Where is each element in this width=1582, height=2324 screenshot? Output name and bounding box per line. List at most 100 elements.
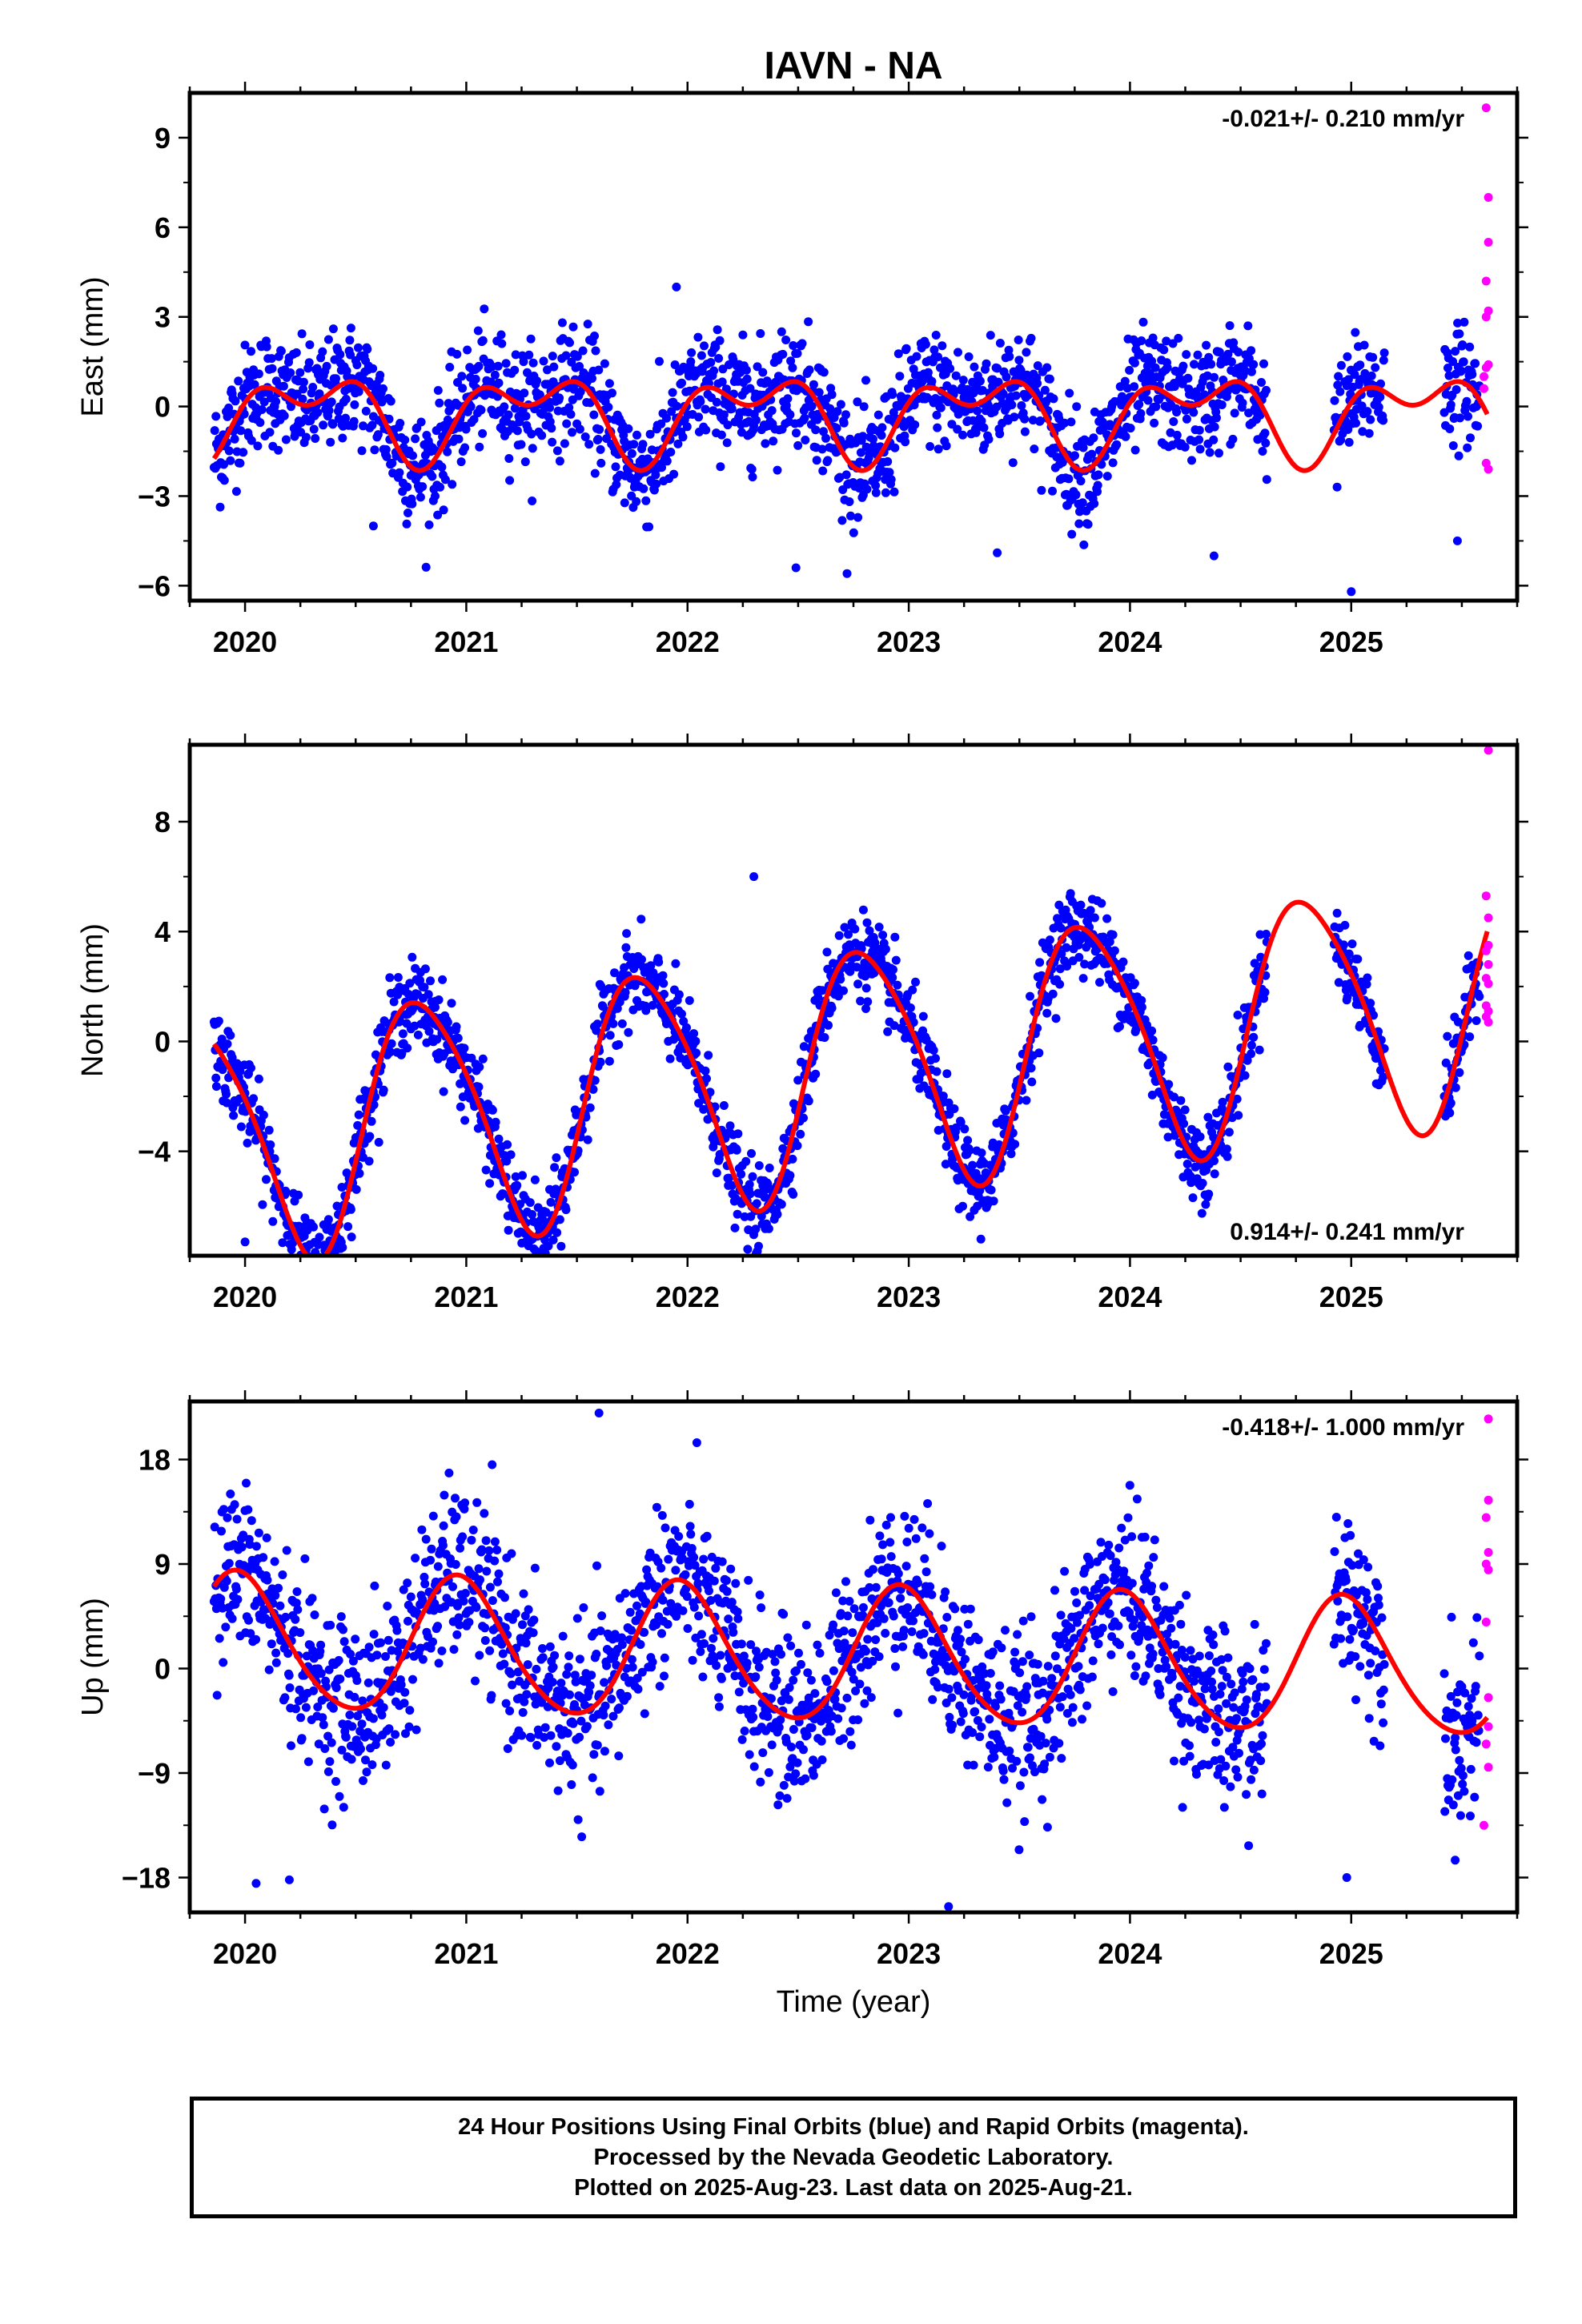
final-orbit-point (453, 1033, 463, 1043)
final-orbit-point (1151, 402, 1161, 412)
final-orbit-point (767, 406, 777, 416)
final-orbit-point (1164, 1080, 1174, 1089)
final-orbit-point (437, 1647, 447, 1655)
final-orbit-point (669, 469, 679, 479)
final-orbit-point (842, 569, 852, 578)
final-orbit-point (454, 1613, 464, 1622)
final-orbit-point (511, 1172, 520, 1181)
final-orbit-point (824, 1020, 833, 1030)
final-orbit-point (264, 1125, 274, 1135)
final-orbit-point (235, 1067, 245, 1076)
final-orbit-point (314, 1739, 323, 1749)
final-orbit-point (764, 1767, 773, 1777)
final-orbit-point (1255, 1045, 1264, 1055)
final-orbit-point (328, 1284, 337, 1293)
final-orbit-point (1379, 416, 1388, 425)
final-orbit-point (568, 1719, 578, 1728)
final-orbit-point (941, 1160, 950, 1169)
final-orbit-point (543, 1702, 552, 1711)
final-orbit-point (590, 1076, 600, 1085)
final-orbit-point (297, 1734, 307, 1743)
final-orbit-point (889, 1021, 899, 1031)
final-orbit-point (1089, 433, 1098, 443)
final-orbit-point (658, 1595, 668, 1605)
final-orbit-point (954, 348, 962, 357)
final-orbit-point (1376, 379, 1385, 388)
final-orbit-point (1076, 476, 1086, 486)
final-orbit-point (1460, 317, 1469, 327)
final-orbit-point (353, 1120, 363, 1130)
final-orbit-point (660, 1671, 669, 1681)
final-orbit-point (511, 1609, 520, 1618)
final-orbit-point (934, 444, 943, 454)
final-orbit-point (384, 1724, 394, 1734)
final-orbit-point (387, 458, 397, 468)
y-tick-label: 6 (155, 211, 171, 244)
final-orbit-point (472, 1602, 481, 1612)
final-orbit-point (779, 1780, 789, 1790)
final-orbit-point (323, 1731, 333, 1741)
final-orbit-point (339, 1637, 349, 1647)
final-orbit-point (689, 1029, 699, 1039)
final-orbit-point (528, 1628, 538, 1638)
final-orbit-point (1125, 365, 1134, 375)
final-orbit-point (624, 424, 633, 433)
final-orbit-point (255, 418, 265, 428)
final-orbit-point (318, 1258, 327, 1267)
final-orbit-point (500, 402, 509, 412)
final-orbit-point (1060, 418, 1070, 428)
final-orbit-point (604, 1056, 614, 1066)
final-orbit-point (324, 1665, 334, 1675)
final-orbit-point (861, 971, 870, 981)
final-orbit-point (562, 1670, 572, 1679)
final-orbit-point (376, 1638, 385, 1647)
final-orbit-point (351, 1184, 361, 1194)
final-orbit-point (654, 957, 664, 967)
final-orbit-point (942, 441, 951, 451)
final-orbit-point (700, 1638, 709, 1648)
final-orbit-point (592, 1740, 602, 1750)
final-orbit-point (817, 1755, 827, 1764)
final-orbit-point (1459, 357, 1468, 367)
final-orbit-point (747, 1148, 756, 1158)
final-orbit-point (694, 1099, 704, 1108)
final-orbit-point (589, 410, 599, 420)
final-orbit-point (1193, 350, 1203, 360)
final-orbit-point (496, 330, 506, 340)
final-orbit-point (478, 1054, 488, 1063)
final-orbit-point (973, 406, 982, 416)
final-orbit-point (291, 1598, 301, 1608)
final-orbit-point (480, 1623, 490, 1633)
final-orbit-point (498, 1189, 508, 1199)
chart-title: IAVN - NA (764, 45, 942, 87)
final-orbit-point (686, 357, 696, 367)
final-orbit-point (305, 1275, 314, 1284)
final-orbit-point (347, 1722, 357, 1731)
final-orbit-point (873, 410, 883, 420)
final-orbit-point (525, 1198, 535, 1208)
final-orbit-point (556, 1241, 566, 1251)
final-orbit-point (1202, 340, 1211, 350)
final-orbit-point (620, 1589, 630, 1598)
final-orbit-point (347, 1755, 356, 1764)
final-orbit-point (1204, 1189, 1214, 1199)
final-orbit-point (1339, 940, 1348, 950)
final-orbit-point (822, 1677, 832, 1687)
final-orbit-point (995, 429, 1005, 439)
final-orbit-point (393, 990, 403, 999)
final-orbit-point (311, 1268, 320, 1277)
final-orbit-point (552, 446, 562, 456)
final-orbit-point (1137, 336, 1146, 345)
final-orbit-point (682, 1592, 692, 1602)
final-orbit-point (284, 1278, 293, 1287)
final-orbit-point (368, 1714, 378, 1723)
rate-annotation: -0.021+/- 0.210 mm/yr (1222, 106, 1464, 132)
final-orbit-point (850, 924, 860, 934)
final-orbit-point (1247, 346, 1256, 356)
final-orbit-point (621, 943, 631, 952)
final-orbit-point (219, 460, 228, 469)
final-orbit-point (617, 1019, 627, 1028)
final-orbit-point (1203, 371, 1212, 380)
final-orbit-point (410, 1021, 420, 1031)
final-orbit-point (1230, 408, 1239, 418)
